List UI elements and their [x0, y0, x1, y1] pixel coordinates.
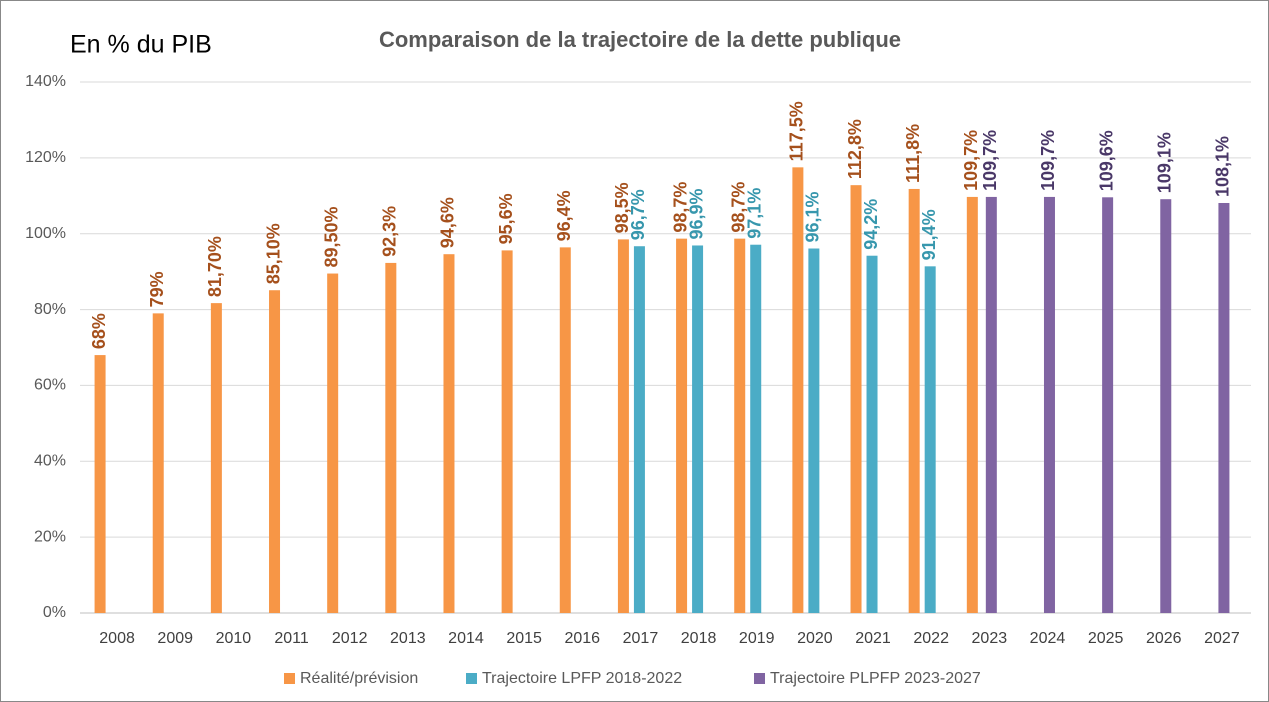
- data-label: 109,7%: [1038, 130, 1058, 191]
- bar: [385, 262, 397, 613]
- data-label: 96,4%: [554, 190, 574, 241]
- data-label: 112,8%: [845, 119, 865, 179]
- data-label: 98,7%: [670, 182, 690, 233]
- data-label: 109,7%: [980, 130, 1000, 191]
- bar: [792, 167, 804, 613]
- data-label: 96,7%: [628, 189, 648, 240]
- x-tick-label: 2008: [99, 630, 135, 647]
- x-tick-label: 2017: [623, 630, 659, 647]
- bar: [94, 355, 106, 613]
- y-tick-label: 120%: [25, 149, 66, 166]
- x-tick-label: 2025: [1088, 630, 1124, 647]
- data-label: 81,70%: [205, 236, 225, 297]
- bar: [985, 196, 997, 613]
- x-tick-label: 2026: [1146, 630, 1182, 647]
- bar: [750, 244, 762, 614]
- x-tick-label: 2020: [797, 630, 833, 647]
- x-tick-label: 2023: [972, 630, 1008, 647]
- annotation: En % du PIB: [70, 31, 212, 59]
- x-tick-label: 2016: [564, 630, 600, 647]
- data-label: 117,5%: [787, 101, 807, 161]
- data-label: 96,9%: [686, 188, 706, 239]
- bar: [850, 185, 862, 613]
- bar: [966, 196, 978, 613]
- data-label: 85,10%: [263, 223, 283, 284]
- x-tick-label: 2009: [157, 630, 193, 647]
- legend-label: Réalité/prévision: [300, 670, 418, 687]
- x-tick-label: 2014: [448, 630, 484, 647]
- data-label: 109,6%: [1096, 130, 1116, 191]
- data-label: 111,8%: [903, 124, 923, 183]
- bar: [327, 273, 339, 613]
- x-tick-label: 2010: [216, 630, 252, 647]
- bar: [808, 248, 820, 614]
- y-tick-label: 60%: [34, 377, 66, 394]
- x-tick-label: 2022: [913, 630, 949, 647]
- bar: [633, 246, 645, 613]
- legend-swatch: [754, 673, 765, 684]
- x-tick-label: 2011: [274, 630, 309, 647]
- x-tick-label: 2024: [1030, 630, 1066, 647]
- x-tick-label: 2021: [855, 630, 891, 647]
- x-tick-label: 2013: [390, 630, 426, 647]
- bar: [269, 290, 281, 613]
- data-label: 79%: [147, 271, 167, 307]
- data-label: 92,3%: [380, 206, 400, 257]
- y-tick-label: 80%: [34, 301, 66, 318]
- x-tick-label: 2012: [332, 630, 368, 647]
- bar: [559, 247, 571, 613]
- y-tick-label: 100%: [25, 225, 66, 242]
- data-label: 108,1%: [1213, 136, 1233, 197]
- data-label: 91,4%: [919, 209, 939, 260]
- x-tick-label: 2027: [1204, 630, 1240, 647]
- bar: [501, 250, 513, 613]
- bar: [1043, 196, 1055, 613]
- bar: [617, 239, 629, 613]
- bar: [210, 303, 222, 613]
- legend-swatch: [466, 673, 477, 684]
- data-label: 89,50%: [321, 206, 341, 267]
- bar: [676, 238, 688, 613]
- y-tick-label: 0%: [43, 604, 66, 621]
- data-label: 94,2%: [861, 199, 881, 250]
- chart-title: Comparaison de la trajectoire de la dett…: [379, 27, 901, 52]
- x-tick-label: 2018: [681, 630, 717, 647]
- bar: [1102, 197, 1114, 613]
- data-label: 109,1%: [1155, 132, 1175, 193]
- bar: [866, 255, 878, 613]
- data-label: 68%: [89, 313, 109, 349]
- data-label: 109,7%: [961, 130, 981, 191]
- x-tick-label: 2015: [506, 630, 542, 647]
- y-tick-label: 40%: [34, 453, 66, 470]
- bar: [734, 238, 746, 613]
- bar: [692, 245, 704, 613]
- legend-label: Trajectoire LPFP 2018-2022: [482, 670, 682, 687]
- x-tick-label: 2019: [739, 630, 775, 647]
- data-label: 97,1%: [744, 188, 764, 239]
- legend-label: Trajectoire PLPFP 2023-2027: [770, 670, 981, 687]
- bar: [1218, 202, 1230, 614]
- bar: [443, 254, 455, 613]
- bar: [1160, 199, 1172, 613]
- data-label: 98,7%: [728, 182, 748, 233]
- data-label: 95,6%: [496, 193, 516, 244]
- bar: [152, 313, 164, 613]
- y-tick-label: 20%: [34, 528, 66, 545]
- data-label: 94,6%: [438, 197, 458, 248]
- bar: [924, 266, 936, 613]
- legend-swatch: [284, 673, 295, 684]
- bar: [908, 188, 920, 614]
- y-tick-label: 140%: [25, 73, 66, 90]
- data-label: 98,5%: [612, 182, 632, 233]
- data-label: 96,1%: [803, 191, 823, 242]
